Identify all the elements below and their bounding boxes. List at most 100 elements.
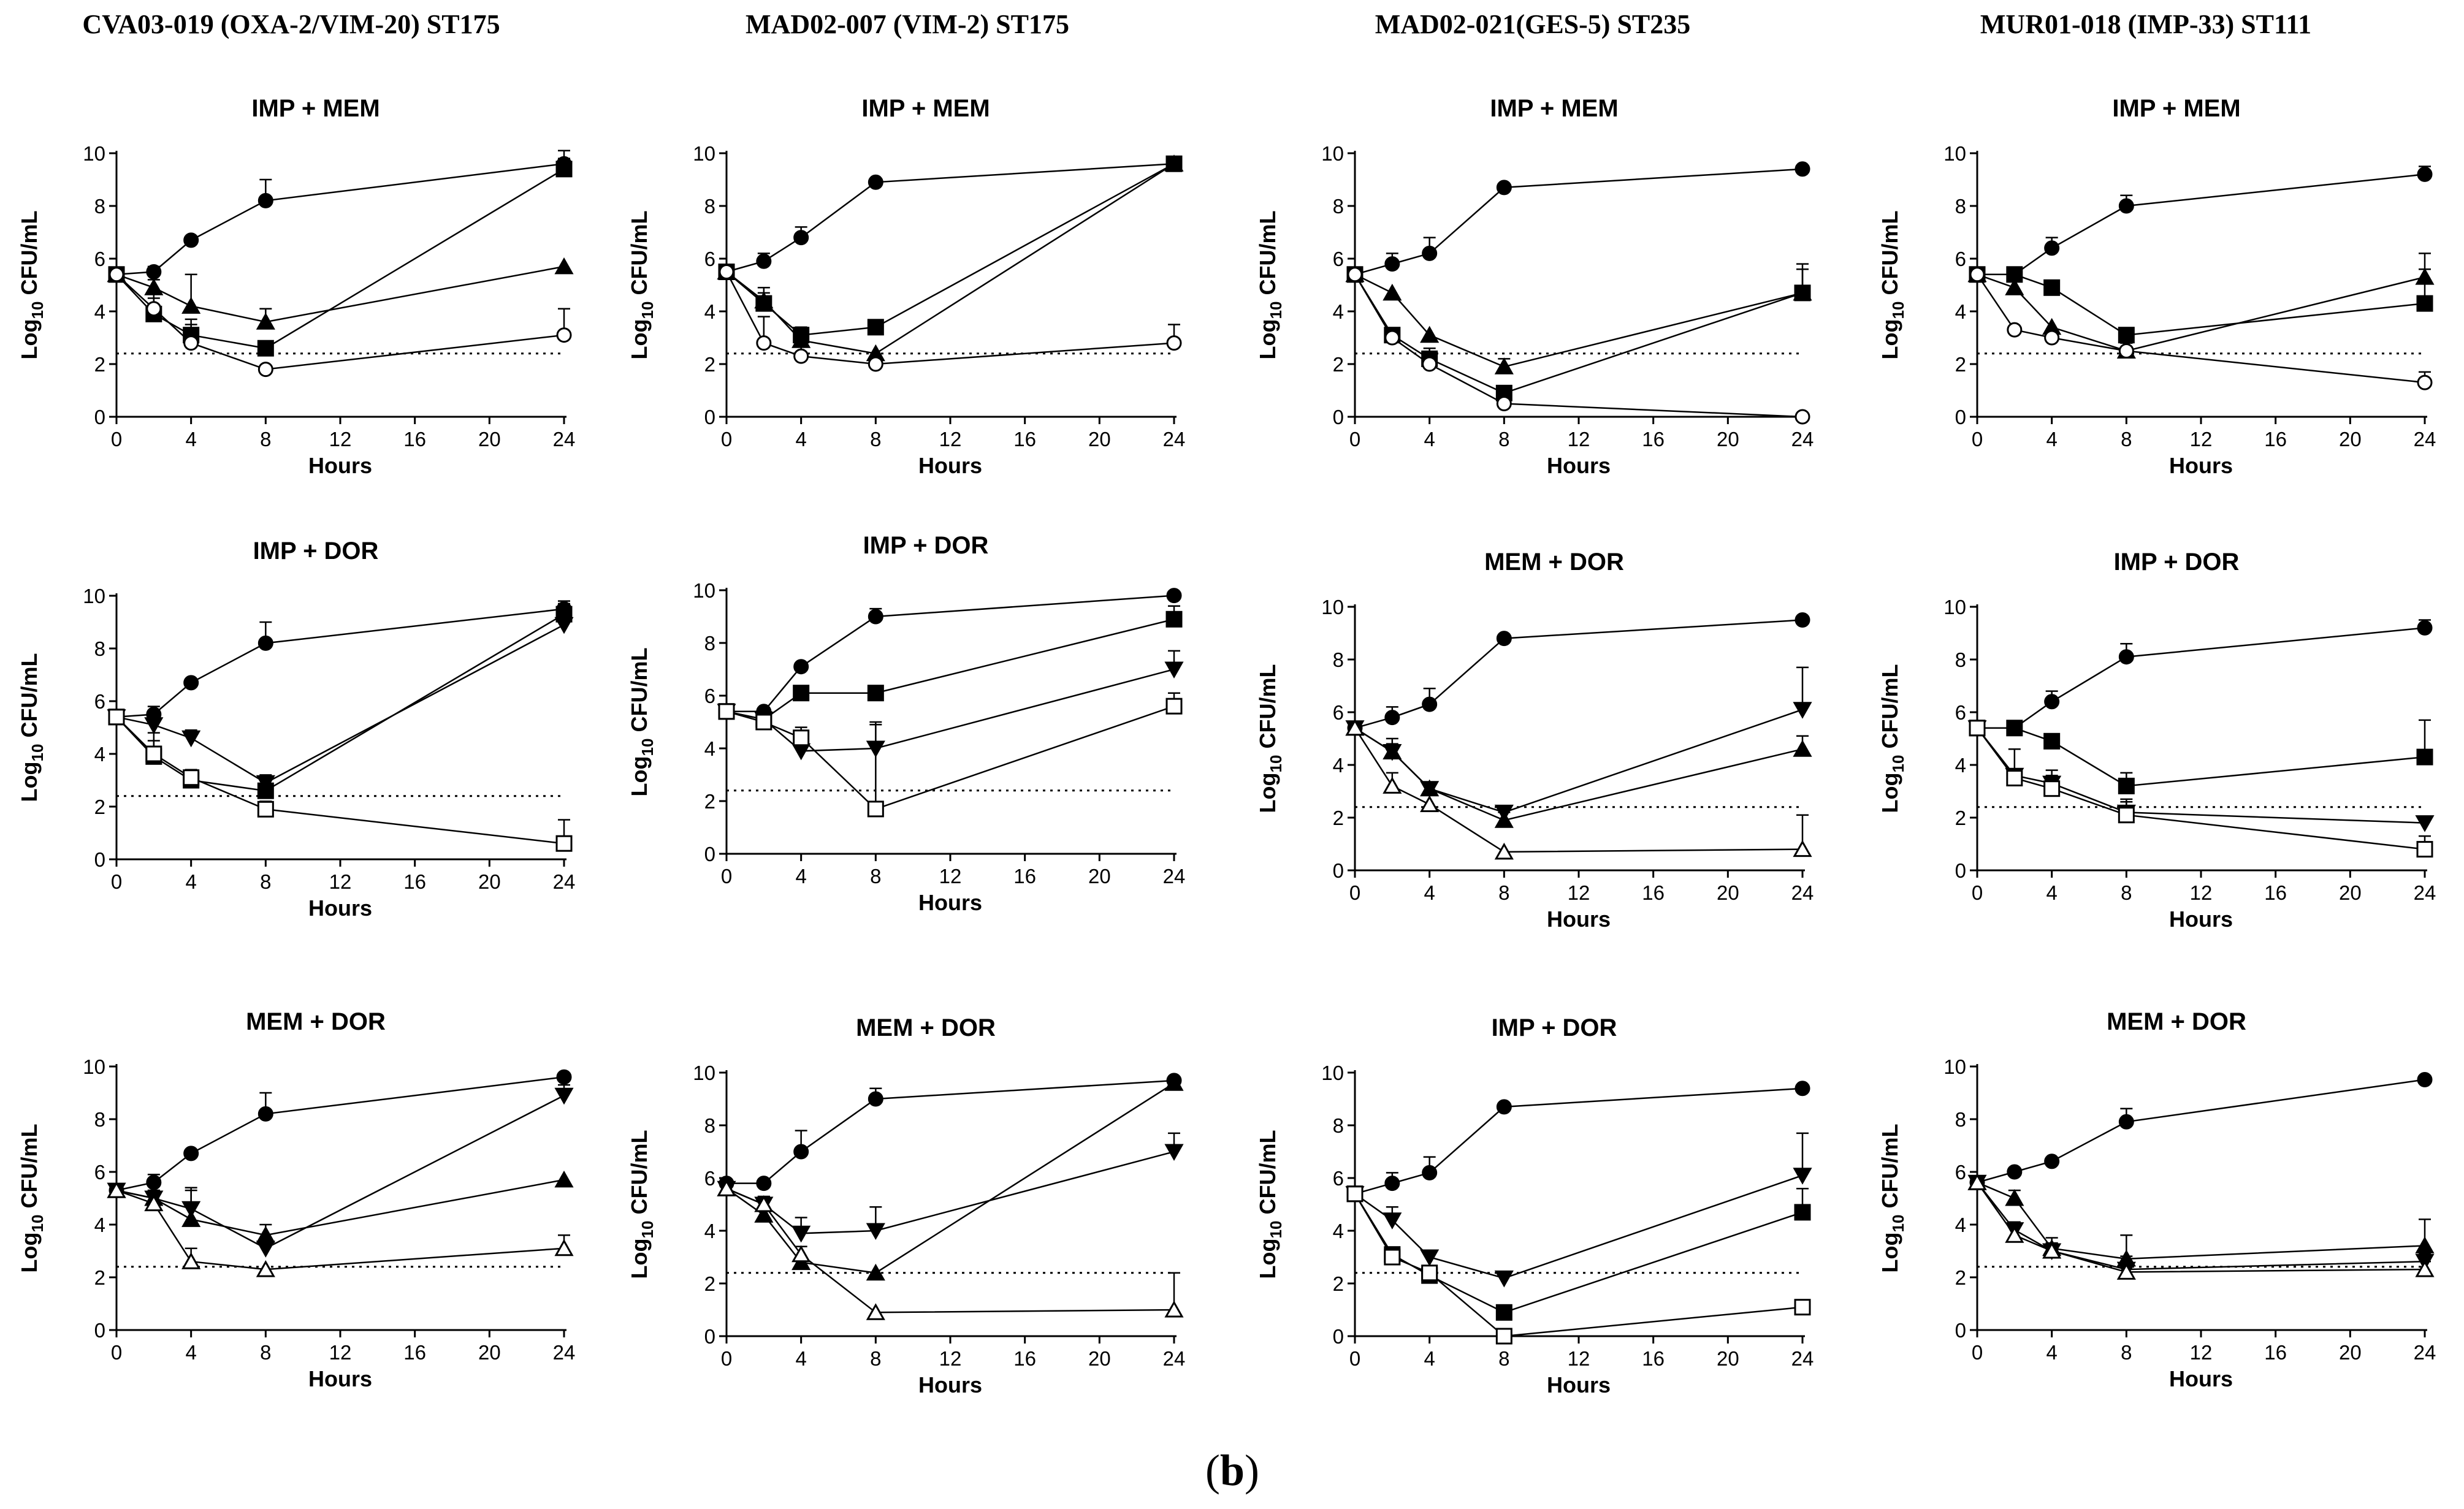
y-tick-label: 2	[704, 790, 715, 813]
data-point	[1494, 804, 1514, 822]
data-point	[1384, 1249, 1401, 1266]
x-axis-label: Hours	[1547, 453, 1611, 478]
y-axis-label-subscript: 10	[638, 739, 657, 756]
y-tick-label: 6	[94, 1161, 105, 1184]
data-point	[2416, 295, 2433, 312]
x-tick-label: 0	[1349, 881, 1360, 904]
y-axis-label-unit: CFU/mL	[627, 211, 652, 302]
series-line	[1977, 173, 2425, 276]
data-point	[793, 729, 810, 747]
x-tick-label: 4	[185, 1341, 196, 1364]
x-tick-label: 8	[1498, 1347, 1509, 1370]
data-point	[1420, 1249, 1440, 1267]
x-tick-label: 12	[2190, 428, 2213, 450]
x-tick-label: 20	[1717, 881, 1739, 904]
y-axis-label-base: Log	[627, 756, 652, 796]
x-tick-label: 0	[1972, 881, 1983, 904]
data-point	[146, 301, 162, 317]
data-point	[1793, 840, 1812, 857]
data-point	[1421, 1264, 1438, 1282]
y-tick-label: 10	[1321, 596, 1344, 618]
y-tick-label: 0	[94, 848, 105, 871]
data-point	[2044, 1154, 2060, 1169]
data-point	[2044, 330, 2060, 346]
y-tick-label: 8	[1955, 1108, 1966, 1131]
data-point	[2043, 780, 2061, 797]
series-3	[717, 650, 1184, 761]
y-axis-label-base: Log	[17, 761, 42, 802]
data-point	[1383, 283, 1402, 301]
data-point	[555, 835, 573, 852]
y-tick-label: 4	[704, 737, 715, 760]
x-tick-label: 24	[1791, 1347, 1814, 1370]
series-1	[1969, 165, 2433, 283]
data-point	[1793, 1168, 1812, 1185]
y-axis-label-base: Log	[1255, 1238, 1280, 1279]
y-axis-label-subscript: 10	[28, 1215, 47, 1233]
data-point	[1164, 154, 1184, 172]
y-axis-label-base: Log	[1255, 319, 1280, 359]
y-axis-label-base: Log	[627, 1238, 652, 1279]
chart-title: MEM + DOR	[246, 1008, 386, 1035]
data-point	[1496, 1099, 1512, 1115]
data-point	[1793, 740, 1812, 757]
y-tick-label: 8	[94, 1108, 105, 1131]
series-4	[1345, 718, 1812, 860]
series-line	[726, 705, 1175, 810]
series-1	[719, 1073, 1182, 1192]
x-tick-label: 20	[478, 870, 501, 893]
data-point	[1795, 409, 1810, 425]
x-tick-label: 24	[1163, 1347, 1186, 1370]
x-tick-label: 16	[403, 870, 426, 893]
panel-label-letter: b	[1219, 1446, 1245, 1495]
x-axis-label: Hours	[308, 453, 372, 478]
chart-title: IMP + DOR	[253, 538, 379, 564]
data-point	[2006, 720, 2023, 737]
x-tick-label: 20	[2339, 1341, 2362, 1364]
x-axis-label: Hours	[308, 895, 372, 921]
y-tick-label: 2	[94, 796, 105, 818]
x-tick-label: 20	[1088, 1347, 1111, 1370]
x-tick-label: 4	[2046, 428, 2057, 450]
data-point	[2118, 807, 2135, 824]
x-tick-label: 16	[1642, 881, 1665, 904]
x-tick-label: 20	[478, 1341, 501, 1364]
data-point	[2007, 322, 2023, 338]
y-axis-label-unit: CFU/mL	[1255, 211, 1280, 302]
data-point	[1795, 612, 1810, 628]
y-tick-label: 0	[1333, 406, 1344, 428]
x-axis-label: Hours	[2169, 907, 2233, 932]
y-axis-label-base: Log	[1877, 772, 1902, 813]
y-tick-label: 8	[94, 195, 105, 218]
chart-title: IMP + MEM	[861, 95, 990, 122]
data-point	[754, 1195, 774, 1212]
series-2	[1969, 266, 2433, 344]
data-point	[145, 745, 162, 762]
series-4	[1969, 720, 2433, 858]
y-axis-label-unit: CFU/mL	[17, 211, 42, 302]
series-3	[107, 616, 574, 793]
data-point	[2005, 278, 2024, 295]
x-tick-label: 8	[870, 865, 881, 888]
y-tick-label: 8	[704, 195, 715, 218]
y-axis-label-base: Log	[17, 319, 42, 359]
y-tick-label: 6	[1955, 701, 1966, 724]
data-point	[1495, 1304, 1512, 1321]
x-tick-label: 0	[1349, 1347, 1360, 1370]
series-1	[1347, 1081, 1810, 1202]
x-tick-label: 0	[1349, 428, 1360, 450]
x-tick-label: 20	[1717, 1347, 1739, 1370]
data-point	[868, 609, 883, 625]
x-tick-label: 16	[403, 1341, 426, 1364]
y-tick-label: 8	[1333, 648, 1344, 671]
data-point	[1420, 781, 1440, 798]
x-tick-label: 20	[1088, 865, 1111, 888]
x-tick-label: 12	[1568, 881, 1590, 904]
data-point	[756, 1176, 772, 1192]
x-tick-label: 8	[2121, 881, 2132, 904]
chart-title: IMP + MEM	[2112, 95, 2240, 122]
y-tick-label: 0	[1955, 406, 1966, 428]
x-tick-label: 4	[1424, 881, 1435, 904]
data-point	[554, 617, 574, 634]
